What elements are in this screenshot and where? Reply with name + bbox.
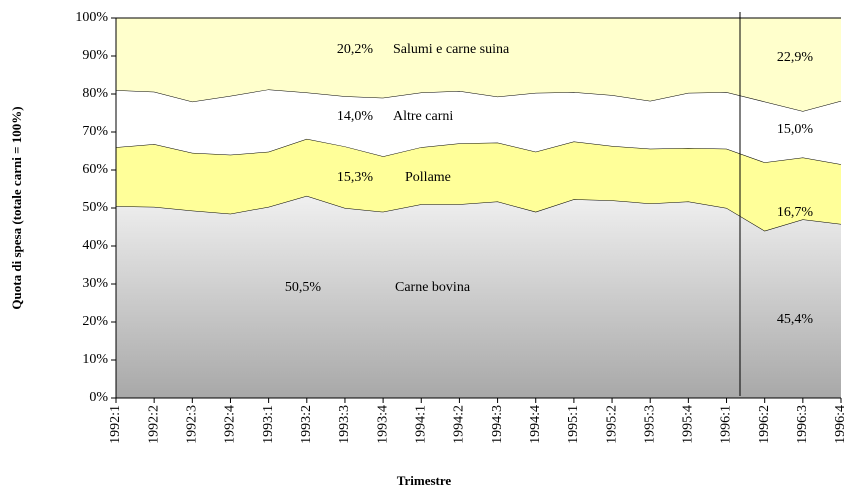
- y-tick-label: 90%: [82, 48, 108, 63]
- x-tick-label: 1996:4: [833, 405, 848, 444]
- annotation: 15,0%: [777, 122, 814, 137]
- x-tick-label: 1992:2: [146, 405, 161, 444]
- x-tick-label: 1992:4: [223, 405, 238, 444]
- annotation: 16,7%: [777, 205, 814, 220]
- x-tick-label: 1996:2: [757, 405, 772, 444]
- area-edge: [115, 138, 842, 165]
- y-tick-label: 70%: [82, 124, 108, 139]
- series-label: Carne bovina: [395, 280, 471, 295]
- x-tick-label: 1992:3: [185, 405, 200, 444]
- annotation: 20,2%: [337, 42, 374, 57]
- y-tick-label: 20%: [82, 314, 108, 329]
- x-tick-label: 1995:3: [642, 405, 657, 444]
- y-tick-label: 60%: [82, 162, 108, 177]
- area: [116, 18, 841, 112]
- area: [116, 195, 841, 398]
- y-tick-label: 80%: [82, 86, 108, 101]
- x-tick-label: 1994:3: [490, 405, 505, 444]
- annotation: 50,5%: [285, 280, 322, 295]
- annotation: 22,9%: [777, 50, 814, 65]
- y-tick-label: 0%: [89, 390, 108, 405]
- x-tick-label: 1995:4: [681, 405, 696, 444]
- y-tick-label: 50%: [82, 200, 108, 215]
- plot-area: [115, 17, 842, 398]
- annotation: 45,4%: [777, 312, 814, 327]
- x-tick-label: 1994:2: [452, 405, 467, 444]
- x-tick-label: 1996:1: [719, 405, 734, 444]
- x-tick-label: 1993:2: [299, 405, 314, 444]
- x-tick-label: 1992:1: [108, 405, 123, 444]
- annotation: 14,0%: [337, 109, 374, 124]
- series-label: Salumi e carne suina: [393, 42, 510, 57]
- x-axis-title: Trimestre: [397, 473, 452, 488]
- y-tick-label: 30%: [82, 276, 108, 291]
- series-label: Altre carni: [393, 109, 453, 124]
- area: [116, 89, 841, 165]
- x-tick-label: 1994:1: [413, 405, 428, 444]
- annotation: 15,3%: [337, 170, 374, 185]
- x-tick-label: 1993:4: [375, 405, 390, 444]
- series-label: Pollame: [405, 170, 451, 185]
- x-tick-label: 1993:3: [337, 405, 352, 444]
- area: [116, 138, 841, 231]
- x-tick-label: 1995:2: [604, 405, 619, 444]
- y-tick-label: 10%: [82, 352, 108, 367]
- y-tick-label: 40%: [82, 238, 108, 253]
- x-tick-label: 1994:4: [528, 405, 543, 444]
- y-axis-title: Quota di spesa (totale carni = 100%): [9, 106, 24, 309]
- x-tick-label: 1993:1: [261, 405, 276, 444]
- y-tick-label: 100%: [75, 10, 108, 25]
- x-tick-label: 1995:1: [566, 405, 581, 444]
- x-tick-label: 1996:3: [795, 405, 810, 444]
